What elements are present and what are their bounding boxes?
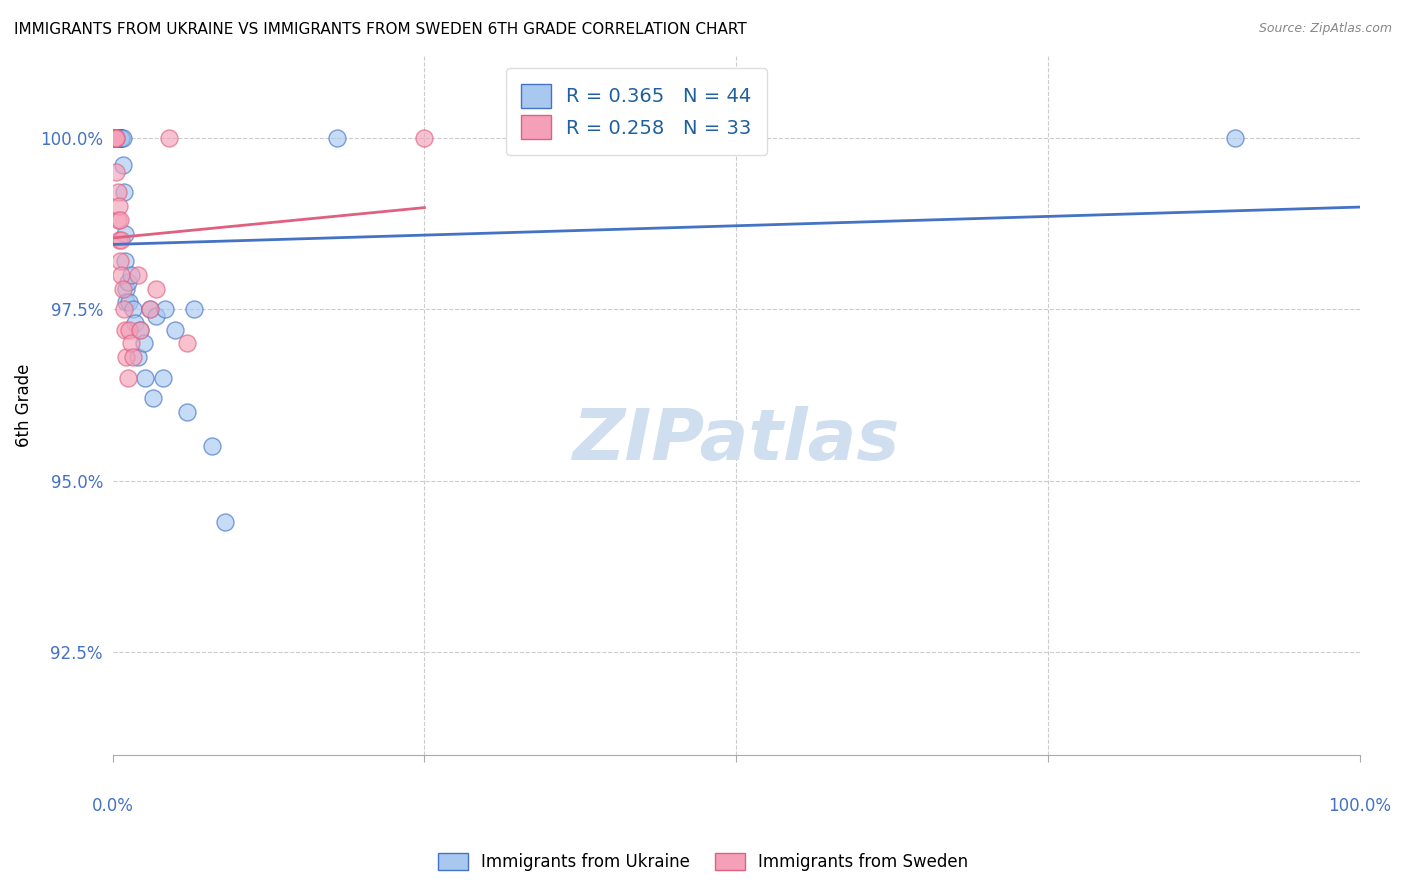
Point [145, 281, 167, 295]
Point [118, 323, 141, 337]
Point [124, 316, 146, 330]
Point [114, 254, 136, 268]
Point [117, 275, 139, 289]
Point [110, 130, 132, 145]
Point [110, 268, 132, 282]
Point [111, 130, 134, 145]
Point [157, 130, 180, 145]
Point [105, 130, 128, 145]
Point [108, 130, 131, 145]
Point [139, 302, 162, 317]
Point [129, 323, 152, 337]
Point [107, 186, 129, 200]
Point [115, 281, 138, 295]
Point [107, 213, 129, 227]
Point [120, 268, 142, 282]
Point [117, 371, 139, 385]
Point [101, 130, 124, 145]
Text: 0.0%: 0.0% [91, 797, 134, 815]
Point [103, 130, 125, 145]
Text: Source: ZipAtlas.com: Source: ZipAtlas.com [1258, 22, 1392, 36]
Point [132, 336, 155, 351]
Point [326, 130, 349, 145]
Point [103, 130, 125, 145]
Point [108, 199, 131, 213]
Point [142, 392, 165, 406]
Point [121, 350, 143, 364]
Point [108, 130, 131, 145]
Point [112, 186, 135, 200]
Point [1223, 130, 1246, 145]
Point [105, 130, 128, 145]
Point [108, 234, 131, 248]
Point [108, 130, 131, 145]
Y-axis label: 6th Grade: 6th Grade [15, 364, 32, 447]
Point [108, 130, 131, 145]
Point [120, 336, 142, 351]
Point [153, 302, 176, 317]
Point [183, 302, 205, 317]
Point [115, 295, 138, 310]
Legend: Immigrants from Ukraine, Immigrants from Sweden: Immigrants from Ukraine, Immigrants from… [429, 845, 977, 880]
Point [108, 254, 131, 268]
Point [114, 227, 136, 241]
Text: 100.0%: 100.0% [1329, 797, 1391, 815]
Point [145, 309, 167, 323]
Point [111, 158, 134, 172]
Text: ZIPatlas: ZIPatlas [572, 406, 900, 475]
Point [105, 165, 128, 179]
Point [110, 130, 132, 145]
Point [112, 302, 135, 317]
Point [108, 213, 131, 227]
Point [176, 405, 198, 419]
Point [118, 295, 141, 310]
Point [107, 130, 129, 145]
Point [129, 323, 152, 337]
Point [176, 336, 198, 351]
Point [104, 130, 127, 145]
Point [111, 281, 134, 295]
Point [134, 371, 156, 385]
Point [121, 302, 143, 317]
Point [110, 130, 132, 145]
Point [105, 130, 128, 145]
Point [152, 371, 174, 385]
Point [105, 130, 128, 145]
Point [108, 130, 131, 145]
Point [104, 130, 127, 145]
Text: IMMIGRANTS FROM UKRAINE VS IMMIGRANTS FROM SWEDEN 6TH GRADE CORRELATION CHART: IMMIGRANTS FROM UKRAINE VS IMMIGRANTS FR… [14, 22, 747, 37]
Point [127, 268, 149, 282]
Point [104, 130, 127, 145]
Point [101, 130, 124, 145]
Point [115, 350, 138, 364]
Point [105, 130, 128, 145]
Point [139, 302, 162, 317]
Point [163, 323, 186, 337]
Point [127, 350, 149, 364]
Point [103, 130, 125, 145]
Point [413, 130, 436, 145]
Point [214, 515, 236, 529]
Point [114, 323, 136, 337]
Point [110, 234, 132, 248]
Point [108, 130, 131, 145]
Point [107, 130, 129, 145]
Legend: R = 0.365   N = 44, R = 0.258   N = 33: R = 0.365 N = 44, R = 0.258 N = 33 [506, 69, 766, 154]
Point [201, 439, 224, 453]
Point [104, 130, 127, 145]
